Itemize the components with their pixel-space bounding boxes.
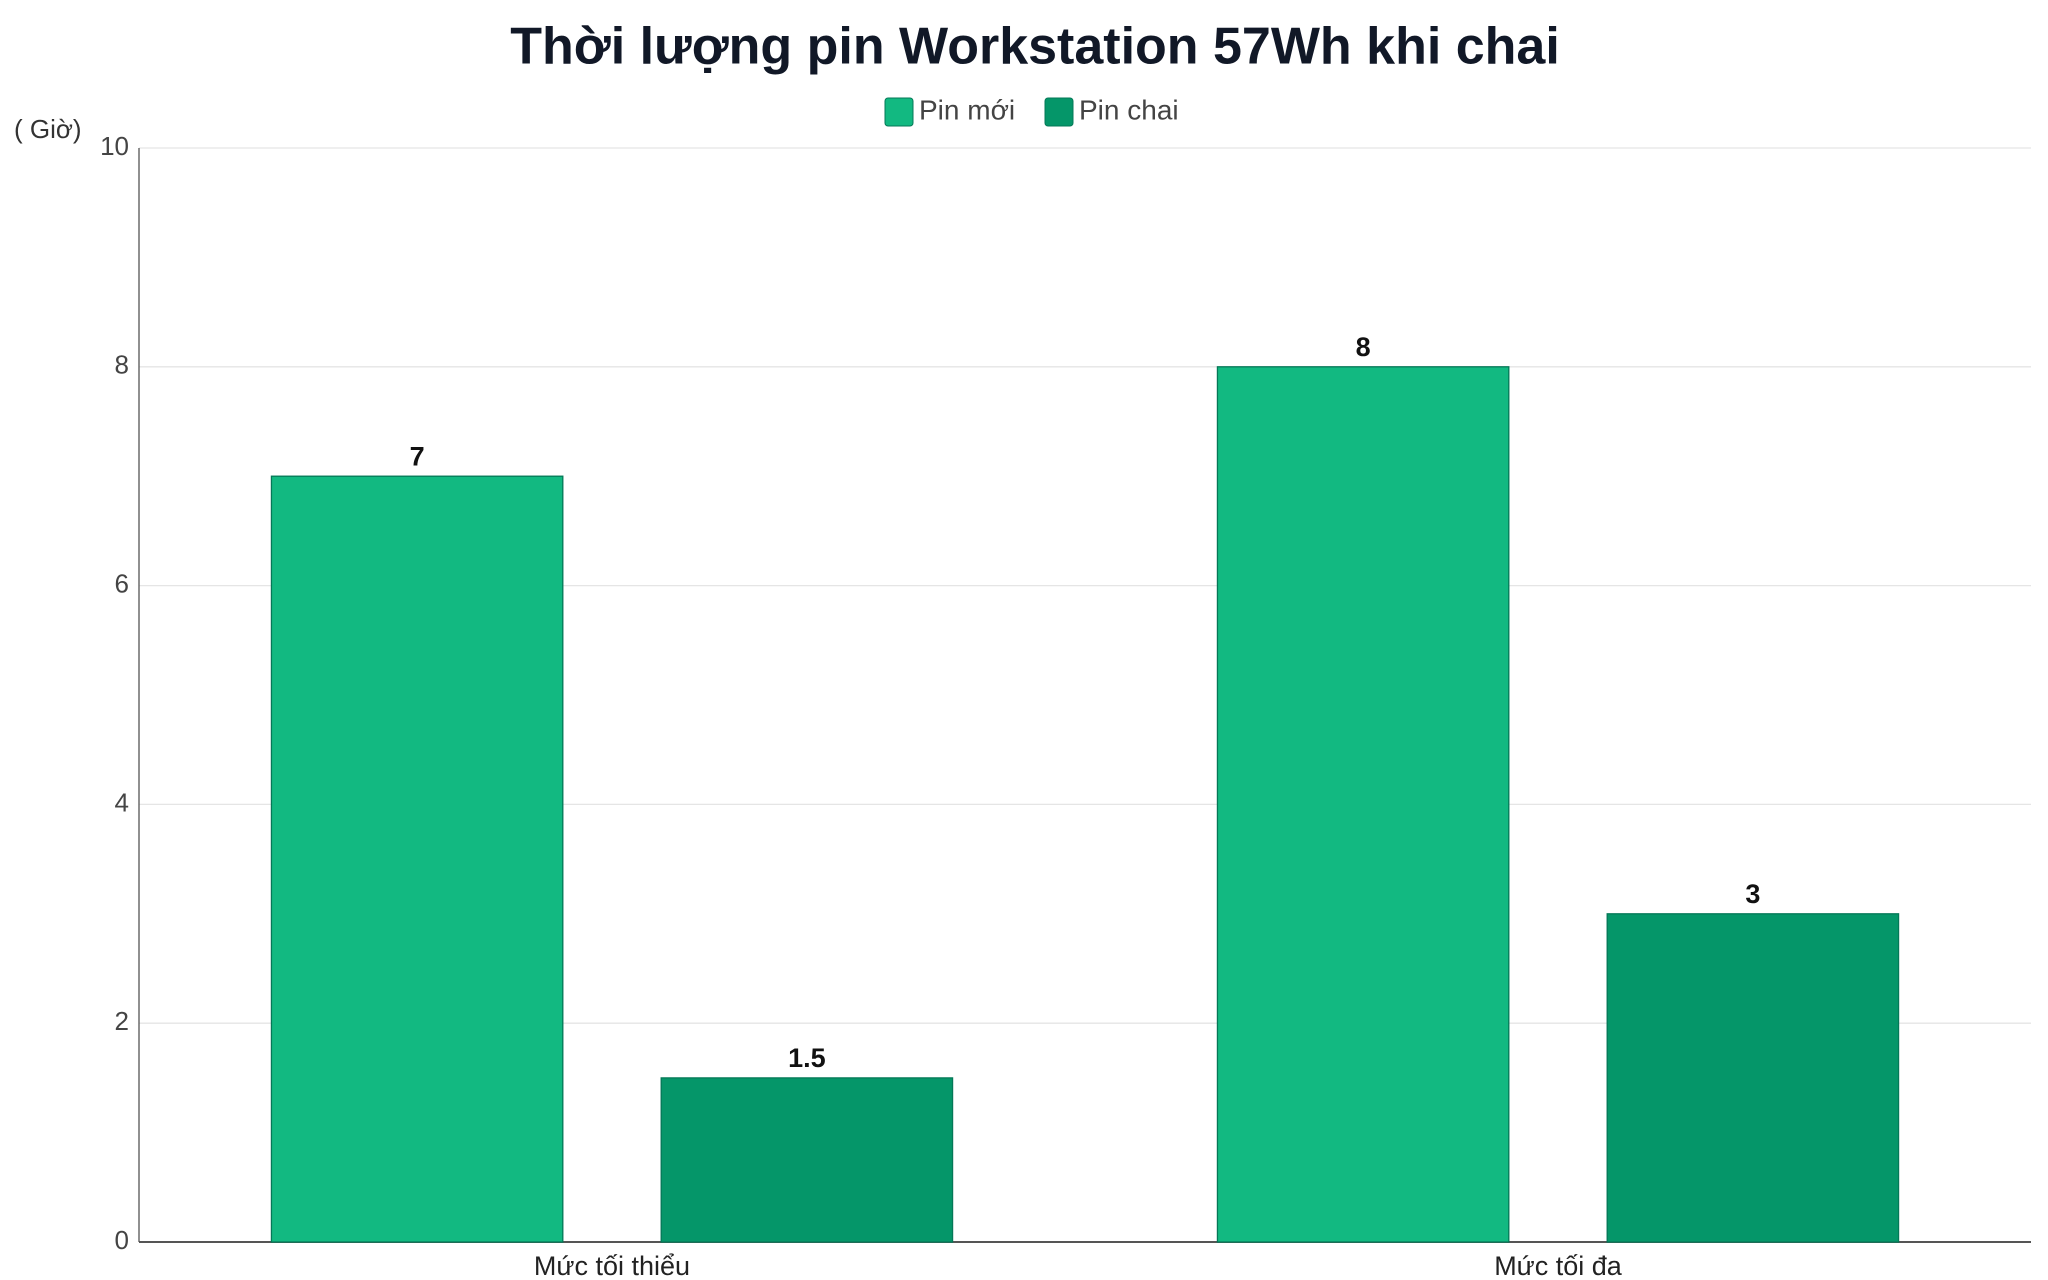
chart-title: Thời lượng pin Workstation 57Wh khi chai — [510, 18, 1560, 76]
y-tick-label: 10 — [100, 131, 129, 161]
data-label: 3 — [1745, 879, 1760, 909]
y-tick-label: 0 — [115, 1225, 129, 1255]
bar — [660, 1077, 954, 1243]
data-label: 1.5 — [788, 1043, 826, 1073]
legend-swatch — [884, 97, 914, 127]
bar — [270, 475, 564, 1243]
bar — [1216, 366, 1510, 1243]
x-tick-label: Mức tối thiểu — [534, 1251, 690, 1280]
data-label: 7 — [410, 441, 425, 471]
y-axis-label: ( Giờ) — [14, 114, 82, 144]
legend-label: Pin mới — [919, 94, 1015, 125]
y-tick-label: 4 — [115, 787, 129, 817]
x-tick-label: Mức tối đa — [1494, 1251, 1623, 1280]
legend-label: Pin chai — [1079, 94, 1179, 125]
y-tick-label: 6 — [115, 568, 129, 598]
y-tick-label: 2 — [115, 1006, 129, 1036]
data-label: 8 — [1356, 332, 1371, 362]
legend-swatch — [1044, 97, 1074, 127]
bar — [1606, 913, 1900, 1243]
y-tick-label: 8 — [115, 350, 129, 380]
